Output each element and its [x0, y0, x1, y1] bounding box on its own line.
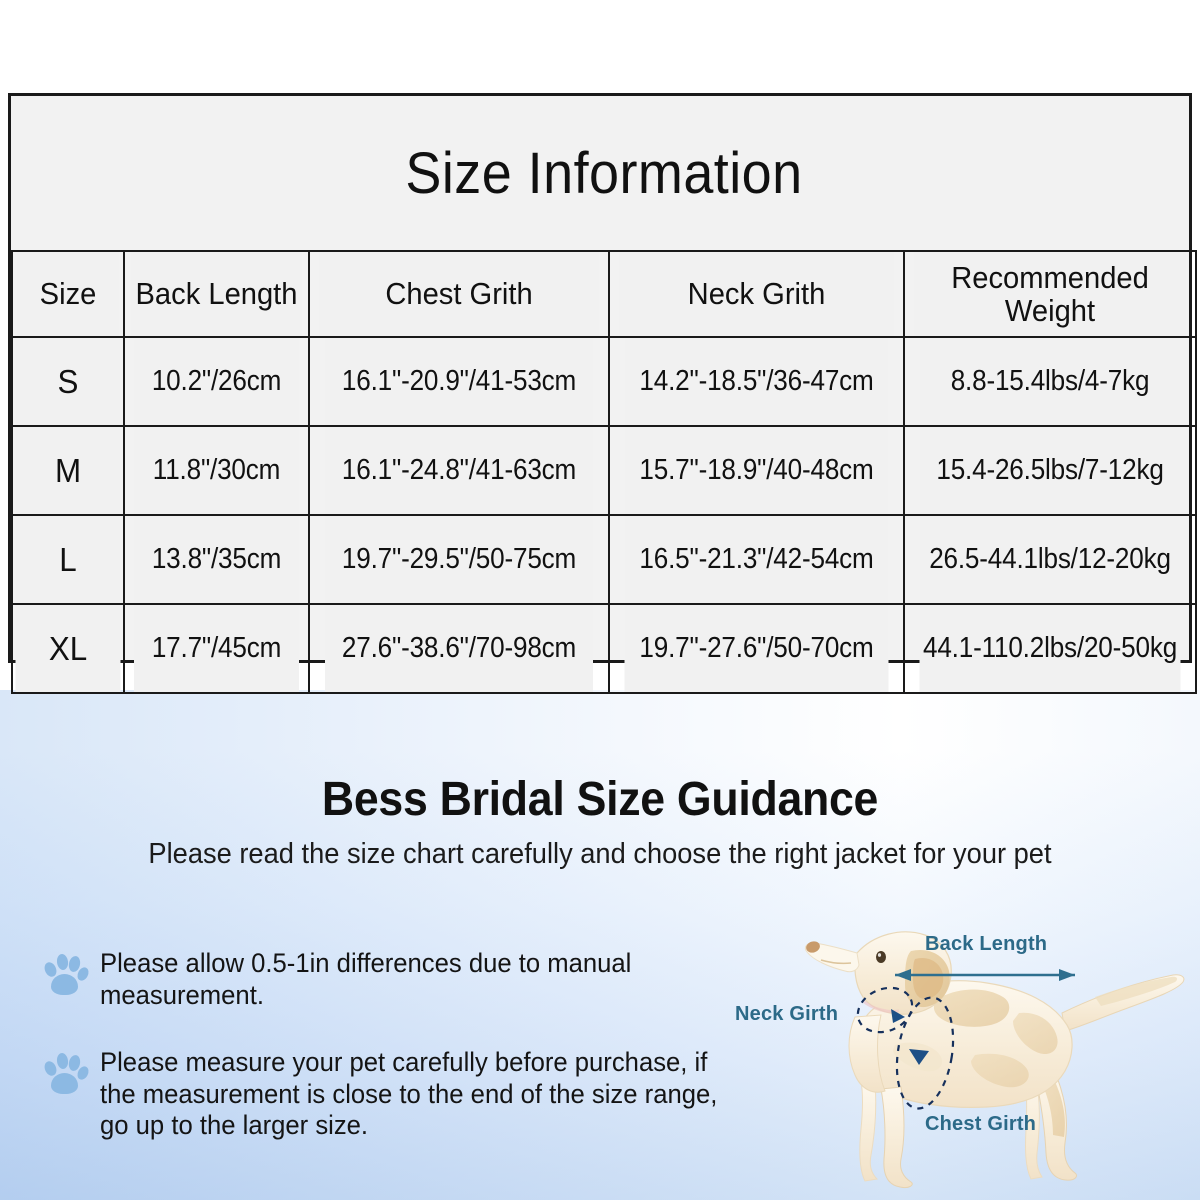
dog-mouth-line	[820, 959, 852, 965]
cell-size: L	[13, 514, 123, 605]
table-header-row: Size Back Length Chest Grith Neck Grith …	[12, 250, 1196, 338]
cell-size: XL	[13, 603, 123, 694]
cell-chest-girth: 16.1"-20.9"/41-53cm	[323, 336, 595, 427]
dog-measurement-illustration: Back Length Neck Girth Chest Girth	[735, 905, 1200, 1195]
guidance-title: Bess Bridal Size Guidance	[321, 773, 879, 826]
cell-chest-girth: 19.7"-29.5"/50-75cm	[323, 514, 595, 605]
guidance-block: Bess Bridal Size Guidance Please read th…	[0, 773, 1200, 871]
column-header-recommended-weight: Recommended Weight	[911, 250, 1189, 338]
label-back-length: Back Length	[925, 933, 1048, 955]
dog-nose	[806, 941, 820, 953]
cell-chest-girth: 27.6"-38.6"/70-98cm	[323, 603, 595, 694]
cell-weight: 8.8-15.4lbs/4-7kg	[917, 336, 1183, 427]
column-header-neck-grith: Neck Grith	[616, 250, 897, 338]
chest-girth-loop	[895, 996, 955, 1110]
paw-print-icon	[42, 1051, 91, 1095]
dog-front-leg-far	[859, 1080, 879, 1182]
cell-neck-girth: 14.2"-18.5"/36-47cm	[622, 336, 891, 427]
cell-back-length: 13.8"/35cm	[132, 514, 301, 605]
note-text: Please measure your pet carefully before…	[100, 1047, 718, 1141]
cell-chest-girth: 16.1"-24.8"/41-63cm	[323, 425, 595, 516]
paw-print-icon	[42, 952, 91, 996]
list-item: Please allow 0.5-1in differences due to …	[42, 948, 744, 1011]
table-title: Size Information	[53, 96, 1155, 252]
dog-illustration-svg	[804, 931, 1185, 1188]
dog-eye	[876, 951, 886, 963]
column-header-chest-grith: Chest Grith	[317, 250, 601, 338]
column-header-back-length: Back Length	[128, 250, 305, 338]
cell-weight: 15.4-26.5lbs/7-12kg	[917, 425, 1183, 516]
guidance-subtitle: Please read the size chart carefully and…	[148, 838, 1052, 871]
dog-muzzle	[804, 942, 860, 973]
cell-neck-girth: 19.7"-27.6"/50-70cm	[622, 603, 891, 694]
cell-back-length: 11.8"/30cm	[132, 425, 301, 516]
cell-size: M	[13, 425, 123, 516]
table-row: M 11.8"/30cm 16.1"-24.8"/41-63cm 15.7"-1…	[12, 425, 1196, 516]
cell-weight: 44.1-110.2lbs/20-50kg	[917, 603, 1183, 694]
label-neck-girth: Neck Girth	[735, 1003, 839, 1025]
dog-chest	[848, 1014, 886, 1093]
back-length-arrow	[895, 969, 1075, 981]
cell-back-length: 10.2"/26cm	[132, 336, 301, 427]
cell-neck-girth: 15.7"-18.9"/40-48cm	[622, 425, 891, 516]
column-header-size: Size	[14, 250, 122, 338]
cell-back-length: 17.7"/45cm	[132, 603, 301, 694]
cell-weight: 26.5-44.1lbs/12-20kg	[917, 514, 1183, 605]
cell-size: S	[13, 336, 123, 427]
table-row: XL 17.7"/45cm 27.6"-38.6"/70-98cm 19.7"-…	[12, 603, 1196, 694]
cell-neck-girth: 16.5"-21.3"/42-54cm	[622, 514, 891, 605]
list-item: Please measure your pet carefully before…	[42, 1047, 764, 1142]
note-text: Please allow 0.5-1in differences due to …	[100, 948, 632, 1010]
table-row: L 13.8"/35cm 19.7"-29.5"/50-75cm 16.5"-2…	[12, 514, 1196, 605]
label-chest-girth: Chest Girth	[925, 1113, 1037, 1135]
table-title-row: Size Information	[12, 96, 1196, 252]
size-information-table: Size Information Size Back Length Chest …	[8, 93, 1192, 694]
dog-front-leg-near	[880, 1086, 913, 1188]
table-row: S 10.2"/26cm 16.1"-20.9"/41-53cm 14.2"-1…	[12, 336, 1196, 427]
